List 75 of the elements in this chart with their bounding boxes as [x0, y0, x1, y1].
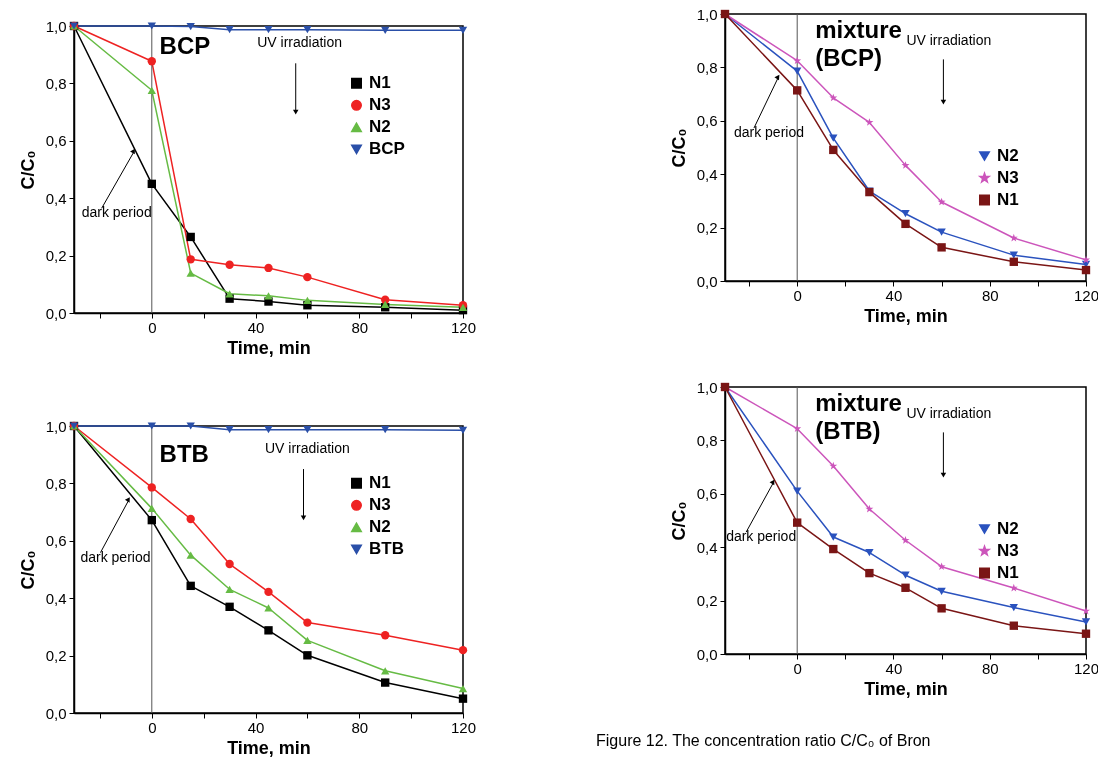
- y-tick-label: 0,8: [45, 474, 67, 492]
- text: BTB: [159, 440, 209, 468]
- y-tick-label: 0,4: [45, 189, 67, 207]
- legend-label: N3: [997, 541, 1019, 560]
- legend-label: N2: [997, 146, 1019, 165]
- legend-label: N3: [997, 168, 1019, 187]
- y-tick-label: 0,6: [696, 112, 718, 130]
- x-tick-label: 120: [450, 318, 477, 336]
- annotation: UV irradiation: [906, 31, 992, 48]
- y-tick-label: 0,8: [696, 431, 718, 449]
- y-tick-label: 0,4: [696, 165, 718, 183]
- x-tick-label: 120: [1073, 286, 1098, 304]
- x-tick-label: 80: [981, 659, 999, 677]
- x-tick-label: 0: [793, 286, 802, 304]
- legend-label: N2: [997, 519, 1019, 538]
- y-tick-label: 0,2: [45, 247, 67, 265]
- x-tick-label: 40: [885, 659, 903, 677]
- y-axis-title: C/C₀: [668, 501, 689, 541]
- y-axis-title: C/C₀: [668, 128, 689, 168]
- y-tick-label: 0,4: [696, 538, 718, 556]
- x-tick-label: 0: [148, 718, 157, 736]
- x-tick-label: 0: [148, 318, 157, 336]
- y-tick-label: 0,6: [45, 132, 67, 150]
- x-tick-label: 80: [981, 286, 999, 304]
- legend-label: BCP: [369, 139, 405, 159]
- legend-label: BTB: [369, 539, 404, 559]
- x-axis-title: Time, min: [227, 337, 311, 358]
- x-tick-label: 80: [351, 718, 369, 736]
- y-tick-label: 0,8: [45, 74, 67, 92]
- y-tick-label: 1,0: [45, 417, 67, 435]
- x-tick-label: 40: [247, 718, 265, 736]
- annotation: UV irradiation: [906, 404, 992, 421]
- legend-label: N1: [369, 473, 391, 493]
- y-axis-title: C/C₀: [17, 550, 38, 590]
- x-tick-label: 0: [793, 659, 802, 677]
- y-tick-label: 1,0: [696, 5, 718, 23]
- annotation: UV irradiation: [264, 439, 350, 456]
- legend-label: N2: [369, 517, 391, 537]
- y-tick-label: 0,2: [45, 647, 67, 665]
- y-tick-label: 1,0: [696, 378, 718, 396]
- y-tick-label: 0,6: [696, 485, 718, 503]
- y-tick-label: 0,0: [45, 704, 67, 722]
- x-axis-title: Time, min: [864, 305, 948, 326]
- y-tick-label: 0,0: [45, 304, 67, 322]
- x-tick-label: 120: [450, 718, 477, 736]
- annotation: UV irradiation: [257, 34, 343, 51]
- y-tick-label: 1,0: [45, 17, 67, 35]
- x-tick-label: 120: [1073, 659, 1098, 677]
- y-tick-label: 0,2: [696, 592, 718, 610]
- x-tick-label: 40: [885, 286, 903, 304]
- text: mixture (BTB): [815, 389, 902, 445]
- annotation: dark period: [80, 548, 151, 565]
- x-axis-title: Time, min: [227, 737, 311, 758]
- y-tick-label: 0,2: [696, 219, 718, 237]
- caption-text: Figure 12. The concentration ratio C/C₀ of Bron: [596, 732, 931, 750]
- annotation: dark period: [726, 528, 797, 545]
- y-tick-label: 0,0: [696, 272, 718, 290]
- annotation: dark period: [733, 124, 804, 141]
- x-axis-title: Time, min: [864, 678, 948, 699]
- y-tick-label: 0,8: [696, 58, 718, 76]
- y-tick-label: 0,4: [45, 589, 67, 607]
- legend-label: N3: [369, 95, 391, 115]
- legend-label: N1: [997, 563, 1019, 582]
- chart-title: BCP: [159, 31, 211, 59]
- x-tick-label: 80: [351, 318, 369, 336]
- y-tick-label: 0,0: [696, 645, 718, 663]
- legend-label: N1: [369, 73, 391, 93]
- y-tick-label: 0,6: [45, 532, 67, 550]
- legend-label: N1: [997, 190, 1019, 209]
- y-axis-title: C/C₀: [17, 150, 38, 190]
- legend-label: N2: [369, 117, 391, 137]
- text: mixture (BCP): [815, 16, 902, 72]
- legend-label: N3: [369, 495, 391, 515]
- annotation: dark period: [81, 204, 152, 221]
- x-tick-label: 40: [247, 318, 265, 336]
